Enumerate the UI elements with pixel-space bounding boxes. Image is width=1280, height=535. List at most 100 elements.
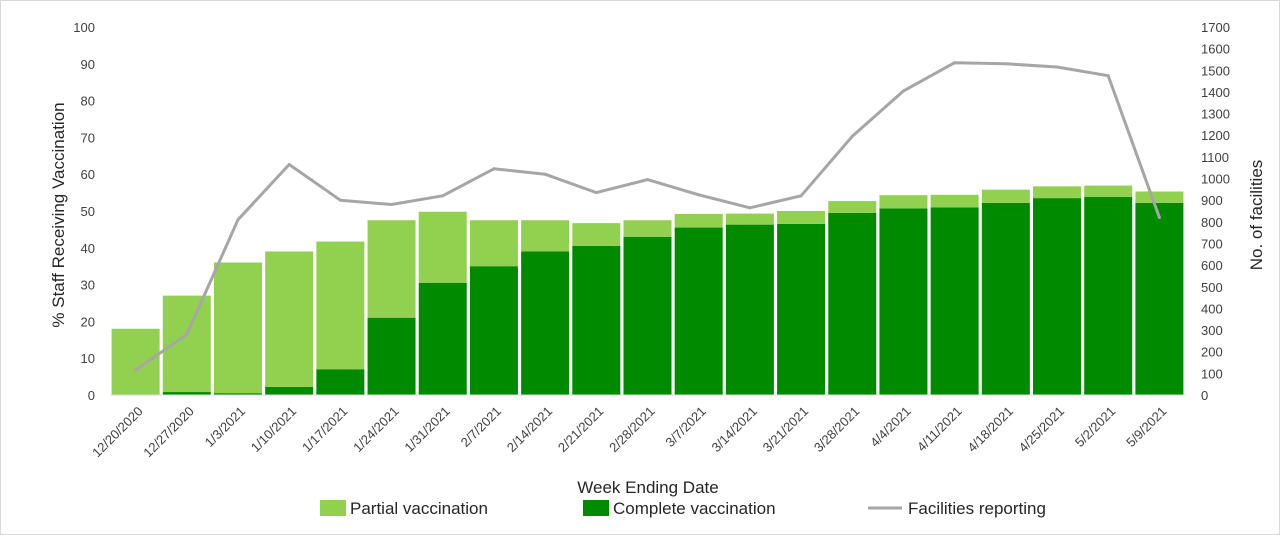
y-tick-label: 30 xyxy=(81,278,95,293)
bar-partial-vaccination xyxy=(623,220,672,237)
bar-complete-vaccination xyxy=(316,369,365,395)
bar-series xyxy=(111,185,1184,395)
bar-partial-vaccination xyxy=(777,211,826,224)
facilities-point xyxy=(1055,65,1059,69)
x-tick-label: 3/14/2021 xyxy=(708,404,760,456)
y2-tick-label: 400 xyxy=(1201,301,1223,316)
facilities-point xyxy=(1004,62,1008,66)
y2-tick-label: 900 xyxy=(1201,193,1223,208)
y2-tick-label: 1000 xyxy=(1201,172,1230,187)
x-tick-label: 2/28/2021 xyxy=(606,404,658,456)
x-tick-label: 2/7/2021 xyxy=(458,404,504,450)
y2-tick-label: 300 xyxy=(1201,323,1223,338)
facilities-point xyxy=(287,162,291,166)
facilities-point xyxy=(492,167,496,171)
legend-swatch-complete xyxy=(583,500,609,516)
bar-partial-vaccination xyxy=(879,195,928,209)
x-tick-label: 1/10/2021 xyxy=(248,404,300,456)
x-tick-label: 4/25/2021 xyxy=(1016,404,1068,456)
bar-partial-vaccination xyxy=(981,189,1030,203)
bar-complete-vaccination xyxy=(879,208,928,395)
y2-tick-label: 100 xyxy=(1201,366,1223,381)
bar-partial-vaccination xyxy=(162,295,211,393)
y-tick-label: 0 xyxy=(88,388,95,403)
y2-tick-label: 700 xyxy=(1201,236,1223,251)
y2-tick-label: 1700 xyxy=(1201,20,1230,35)
x-tick-label: 12/27/2020 xyxy=(140,404,197,461)
x-tick-label: 1/31/2021 xyxy=(401,404,453,456)
y2-tick-label: 1200 xyxy=(1201,128,1230,143)
legend-label-partial: Partial vaccination xyxy=(350,499,488,518)
x-tick-label: 2/21/2021 xyxy=(555,404,607,456)
legend-label-facilities: Facilities reporting xyxy=(908,499,1046,518)
x-tick-label: 12/20/2020 xyxy=(89,404,146,461)
bar-complete-vaccination xyxy=(469,266,518,395)
bar-partial-vaccination xyxy=(418,211,467,283)
bar-complete-vaccination xyxy=(623,236,672,395)
x-tick-label: 4/18/2021 xyxy=(964,404,1016,456)
legend-swatch-partial xyxy=(320,500,346,516)
bar-partial-vaccination xyxy=(828,201,877,213)
x-axis-title: Week Ending Date xyxy=(577,478,718,497)
bar-partial-vaccination xyxy=(1135,191,1184,203)
facilities-point xyxy=(748,206,752,210)
y2-tick-label: 1100 xyxy=(1201,150,1229,165)
bar-partial-vaccination xyxy=(469,220,518,267)
bar-partial-vaccination xyxy=(213,262,262,394)
y-tick-label: 100 xyxy=(73,20,95,35)
x-tick-label: 4/4/2021 xyxy=(867,404,913,450)
bar-complete-vaccination xyxy=(521,251,570,395)
x-tick-label: 2/14/2021 xyxy=(504,404,556,456)
facilities-point xyxy=(646,178,649,182)
bar-partial-vaccination xyxy=(265,251,314,387)
bar-partial-vaccination xyxy=(930,194,979,208)
x-tick-label: 3/21/2021 xyxy=(760,404,812,456)
bar-complete-vaccination xyxy=(828,212,877,395)
right-axis-ticks: 0 100 200 300 400 500 600 700 800 900 1000 1100 1200… xyxy=(1201,20,1230,403)
x-tick-label: 4/11/2021 xyxy=(914,404,965,455)
y2-tick-label: 1500 xyxy=(1201,63,1230,78)
legend: Partial vaccination Complete vaccination… xyxy=(320,499,1046,518)
bar-partial-vaccination xyxy=(1084,185,1133,198)
facilities-line-series xyxy=(134,61,1161,372)
x-tick-label: 5/9/2021 xyxy=(1123,404,1169,450)
bar-partial-vaccination xyxy=(367,220,416,318)
y2-tick-label: 800 xyxy=(1201,215,1223,230)
y2-tick-label: 500 xyxy=(1201,280,1223,295)
bar-complete-vaccination xyxy=(265,386,314,395)
facilities-point xyxy=(338,198,342,202)
legend-label-complete: Complete vaccination xyxy=(613,499,776,518)
facilities-point xyxy=(1106,74,1110,78)
y-axis-title: % Staff Receiving Vaccination xyxy=(49,102,68,327)
bar-complete-vaccination xyxy=(162,392,211,395)
bar-complete-vaccination xyxy=(572,245,621,395)
facilities-point xyxy=(236,218,240,222)
x-tick-label: 1/17/2021 xyxy=(299,404,351,456)
bar-partial-vaccination xyxy=(316,241,365,370)
facilities-point xyxy=(953,61,957,65)
x-tick-label: 5/2/2021 xyxy=(1072,404,1118,450)
bar-complete-vaccination xyxy=(418,282,467,395)
y-tick-label: 10 xyxy=(81,351,95,366)
bar-partial-vaccination xyxy=(1033,186,1082,199)
bar-complete-vaccination xyxy=(367,317,416,395)
left-axis-ticks: 0 10 20 30 40 50 60 70 80 90 100 xyxy=(73,20,95,403)
bar-complete-vaccination xyxy=(674,227,723,395)
y-tick-label: 50 xyxy=(81,204,95,219)
facilities-point xyxy=(901,89,905,93)
bar-partial-vaccination xyxy=(674,213,723,228)
facilities-point xyxy=(594,191,598,195)
x-tick-label: 1/3/2021 xyxy=(202,404,248,450)
facilities-point xyxy=(697,193,701,197)
y2-tick-label: 1300 xyxy=(1201,107,1230,122)
y-tick-label: 20 xyxy=(81,314,95,329)
y-tick-label: 90 xyxy=(81,57,95,72)
bar-complete-vaccination xyxy=(213,393,262,395)
y2-axis-title: No. of facilities xyxy=(1247,160,1266,271)
x-tick-label: 3/7/2021 xyxy=(662,404,708,450)
facilities-point xyxy=(390,203,394,207)
y2-tick-label: 200 xyxy=(1201,345,1223,360)
facilities-point xyxy=(850,134,854,138)
